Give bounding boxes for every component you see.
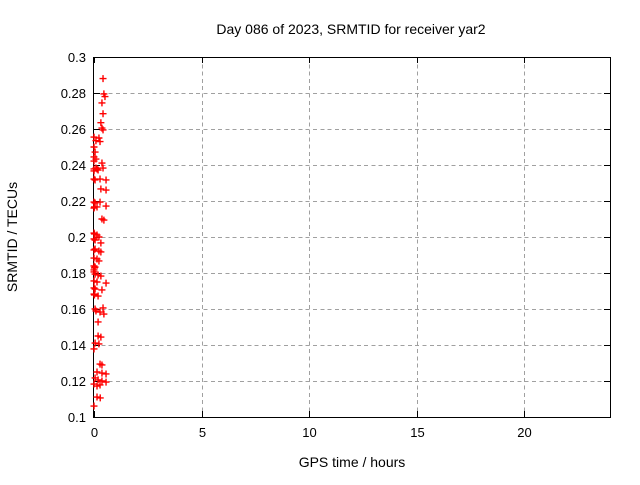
x-tick-label: 0 [91, 425, 98, 440]
data-point [98, 99, 106, 107]
data-point [96, 394, 104, 402]
data-point [97, 248, 105, 256]
data-point [96, 308, 104, 316]
data-point [90, 133, 98, 141]
x-tick-label: 20 [517, 425, 531, 440]
data-point [102, 186, 110, 194]
data-point [94, 376, 102, 384]
data-point [102, 279, 110, 287]
data-point [90, 235, 98, 243]
grid-lines [94, 57, 610, 417]
data-point [93, 278, 101, 286]
data-point [93, 368, 101, 376]
data-point [96, 138, 104, 146]
data-point [101, 93, 109, 101]
data-point [102, 378, 110, 386]
data-point [90, 157, 98, 165]
data-point [98, 159, 106, 167]
y-tick-label: 0.14 [61, 338, 86, 353]
x-tick-label: 10 [302, 425, 316, 440]
data-point [99, 164, 107, 172]
data-point [90, 345, 98, 353]
data-point [91, 148, 99, 156]
data-point [95, 257, 103, 265]
data-point [97, 185, 105, 193]
data-point [93, 165, 101, 173]
data-point [100, 310, 108, 318]
data-point [91, 245, 99, 253]
y-tick-label: 0.26 [61, 122, 86, 137]
data-point [98, 377, 106, 385]
data-point [98, 369, 106, 377]
data-point [97, 272, 105, 280]
data-point [90, 143, 98, 151]
y-tick-label: 0.22 [61, 194, 86, 209]
data-point [102, 176, 110, 184]
data-point [90, 291, 98, 299]
data-point [98, 286, 106, 294]
data-point [102, 370, 110, 378]
data-point [94, 166, 102, 174]
x-axis-label: GPS time / hours [299, 454, 406, 470]
data-point [99, 304, 107, 312]
y-tick-label: 0.3 [68, 50, 86, 65]
data-point [95, 233, 103, 241]
data-point [99, 126, 107, 134]
data-point [99, 110, 107, 118]
x-tick-label: 15 [410, 425, 424, 440]
series-srmtid [90, 75, 110, 410]
tick-labels: 0 5 10 15 20 0.1 0.12 0.14 0.16 0.18 0.2 0.22 0.24 0.… [61, 50, 532, 440]
data-point [97, 333, 105, 341]
y-tick-label: 0.16 [61, 302, 86, 317]
y-axis-label: SRMTID / TECUs [4, 182, 20, 292]
data-point [94, 292, 102, 300]
y-tick-label: 0.2 [68, 230, 86, 245]
data-point [92, 307, 100, 315]
data-point [97, 239, 105, 247]
data-point [93, 393, 101, 401]
data-point [100, 216, 108, 224]
data-point [90, 246, 98, 254]
y-tick-label: 0.28 [61, 86, 86, 101]
data-point [95, 134, 103, 142]
data-point [96, 198, 104, 206]
data-point [96, 175, 104, 183]
data-point [102, 202, 110, 210]
data-point [95, 340, 103, 348]
data-point [99, 75, 107, 83]
y-tick-label: 0.18 [61, 266, 86, 281]
y-tick-label: 0.12 [61, 374, 86, 389]
data-point [91, 236, 99, 244]
data-point-series [90, 75, 110, 410]
data-point [93, 203, 101, 211]
data-point [90, 402, 98, 410]
data-point [90, 284, 98, 292]
y-tick-label: 0.24 [61, 158, 86, 173]
data-point [96, 381, 104, 389]
data-point [91, 339, 99, 347]
data-point [91, 176, 99, 184]
x-tick-label: 5 [199, 425, 206, 440]
data-point [97, 119, 105, 127]
data-point [91, 285, 99, 293]
data-point [94, 318, 102, 326]
data-point [90, 175, 98, 183]
data-point [98, 361, 106, 369]
chart-title: Day 086 of 2023, SRMTID for receiver yar… [216, 21, 485, 37]
y-tick-label: 0.1 [68, 410, 86, 425]
